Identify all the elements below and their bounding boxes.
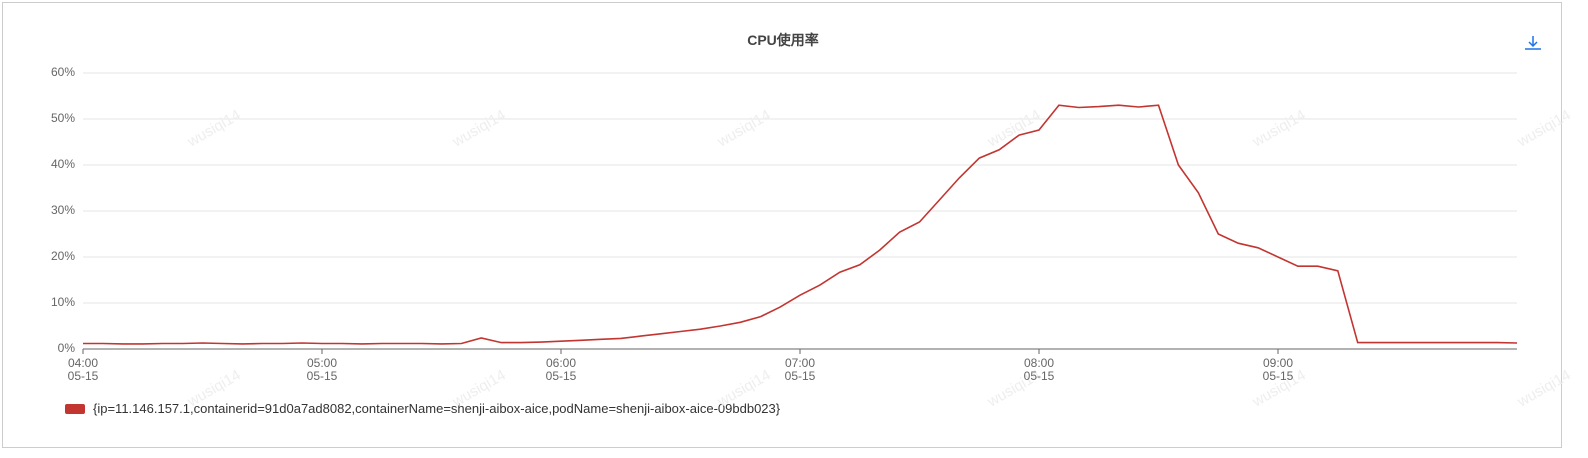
- x-tick-label: 08:00 05-15: [1023, 356, 1055, 383]
- x-tick-label: 06:00 05-15: [545, 356, 577, 383]
- x-tick-label: 05:00 05-15: [306, 356, 338, 383]
- legend-swatch: [65, 404, 85, 414]
- legend-label[interactable]: {ip=11.146.157.1,containerid=91d0a7ad808…: [93, 401, 781, 416]
- y-tick-label: 30%: [50, 203, 75, 217]
- y-tick-label: 40%: [50, 157, 75, 171]
- series-line: [83, 104, 1518, 345]
- x-tick-label: 04:00 05-15: [67, 356, 99, 383]
- x-tick-label: 07:00 05-15: [784, 356, 816, 383]
- x-tick-label: 09:00 05-15: [1262, 356, 1294, 383]
- y-tick-label: 10%: [50, 295, 75, 309]
- chart-panel: [2, 2, 1562, 448]
- download-icon[interactable]: [1525, 36, 1541, 50]
- chart-title: CPU使用率: [747, 32, 819, 48]
- y-tick-label: 0%: [57, 341, 75, 355]
- y-tick-label: 20%: [50, 249, 75, 263]
- y-tick-label: 50%: [50, 111, 75, 125]
- y-tick-label: 60%: [50, 65, 75, 79]
